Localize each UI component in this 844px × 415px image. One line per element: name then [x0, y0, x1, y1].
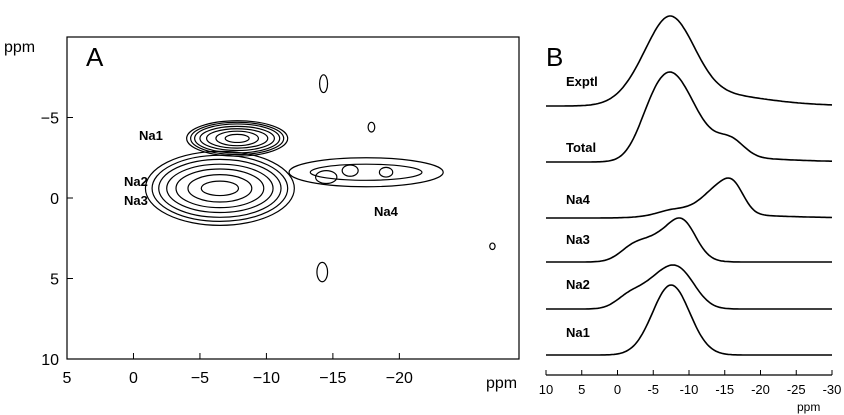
panel-a-contours — [144, 74, 496, 283]
contour-line — [194, 123, 281, 154]
contour-line — [205, 128, 269, 149]
panel-a-y-tick-label: 0 — [50, 191, 59, 208]
contour-line — [318, 74, 329, 94]
panel-b-x-tick-label: -30 — [823, 382, 842, 397]
spectrum-na2 — [546, 264, 832, 310]
panel-a-letter: A — [86, 42, 104, 72]
contour-line — [309, 163, 423, 181]
panel-b-x-axis-title: ppm — [797, 400, 820, 414]
peak-label-na4: Na4 — [374, 204, 399, 219]
panel-b-x-tick-label: 0 — [614, 382, 621, 397]
contour-line — [224, 133, 250, 144]
contour-line — [190, 121, 285, 156]
contour-line — [151, 154, 289, 222]
contour-line — [158, 158, 282, 218]
spectrum-exptl — [546, 15, 833, 107]
spectrum-label-total: Total — [566, 140, 596, 155]
spectrum-label-na1: Na1 — [566, 325, 590, 340]
panel-a-y-tick-label: −5 — [41, 111, 59, 128]
contour-line — [199, 125, 275, 152]
contour-line — [200, 180, 240, 197]
spectrum-label-na2: Na2 — [566, 277, 590, 292]
contour-line — [175, 168, 265, 209]
panel-b-x-tick-label: 5 — [578, 382, 585, 397]
contour-line — [187, 174, 253, 203]
panel-a-y-axis-title: ppm — [4, 39, 35, 56]
contour-line — [316, 261, 329, 283]
contour-line — [166, 163, 274, 214]
panel-b-x-tick-label: -20 — [751, 382, 770, 397]
peak-label-na2: Na2 — [124, 174, 148, 189]
panel-b-x-tick-label: 10 — [539, 382, 553, 397]
panel-a-x-tick-label: −5 — [191, 370, 209, 387]
panel-a-y-tick-label: 5 — [50, 272, 59, 289]
panel-a-x-tick-label: −10 — [253, 370, 280, 387]
contour-line — [489, 242, 496, 251]
spectrum-na3 — [546, 217, 832, 263]
contour-line — [367, 121, 376, 133]
spectrum-na1 — [546, 284, 832, 356]
contour-line — [341, 164, 359, 177]
spectrum-label-exptl: Exptl — [566, 74, 598, 89]
contour-line — [144, 150, 295, 226]
panel-a-x-tick-label: 5 — [63, 370, 72, 387]
contour-line — [288, 157, 444, 188]
panel-b-letter: B — [546, 42, 563, 72]
spectrum-na4 — [546, 177, 833, 219]
panel-b-x-tick-label: -5 — [647, 382, 659, 397]
spectrum-total — [546, 71, 832, 163]
spectrum-label-na3: Na3 — [566, 232, 590, 247]
panel-b-x-tick-label: -15 — [715, 382, 734, 397]
contour-line — [315, 170, 338, 185]
panel-b-spectra-lines: Exptl Total Na4 Na3 Na2 Na1 — [546, 15, 833, 356]
peak-label-na3: Na3 — [124, 193, 148, 208]
panel-a-x-tick-label: −20 — [386, 370, 413, 387]
panel-a-x-tick-label: −15 — [319, 370, 346, 387]
panel-b-ticks: 10 5 0 -5 -10 -15 -20 -25 -30 — [539, 370, 842, 397]
panel-b-x-tick-label: -10 — [680, 382, 699, 397]
peak-label-na1: Na1 — [139, 128, 163, 143]
panel-a-y-tick-label: 10 — [41, 352, 59, 369]
contour-line — [378, 166, 394, 178]
panel-a-x-tick-label: 0 — [129, 370, 138, 387]
panel-b-x-tick-label: -25 — [787, 382, 806, 397]
panel-b-spectra: B 10 5 0 -5 -10 -15 -20 -25 -30 ppm Exptl Total Na… — [539, 15, 842, 414]
spectrum-label-na4: Na4 — [566, 192, 591, 207]
contour-line — [215, 130, 260, 147]
panel-a-x-axis-title: ppm — [486, 375, 517, 392]
